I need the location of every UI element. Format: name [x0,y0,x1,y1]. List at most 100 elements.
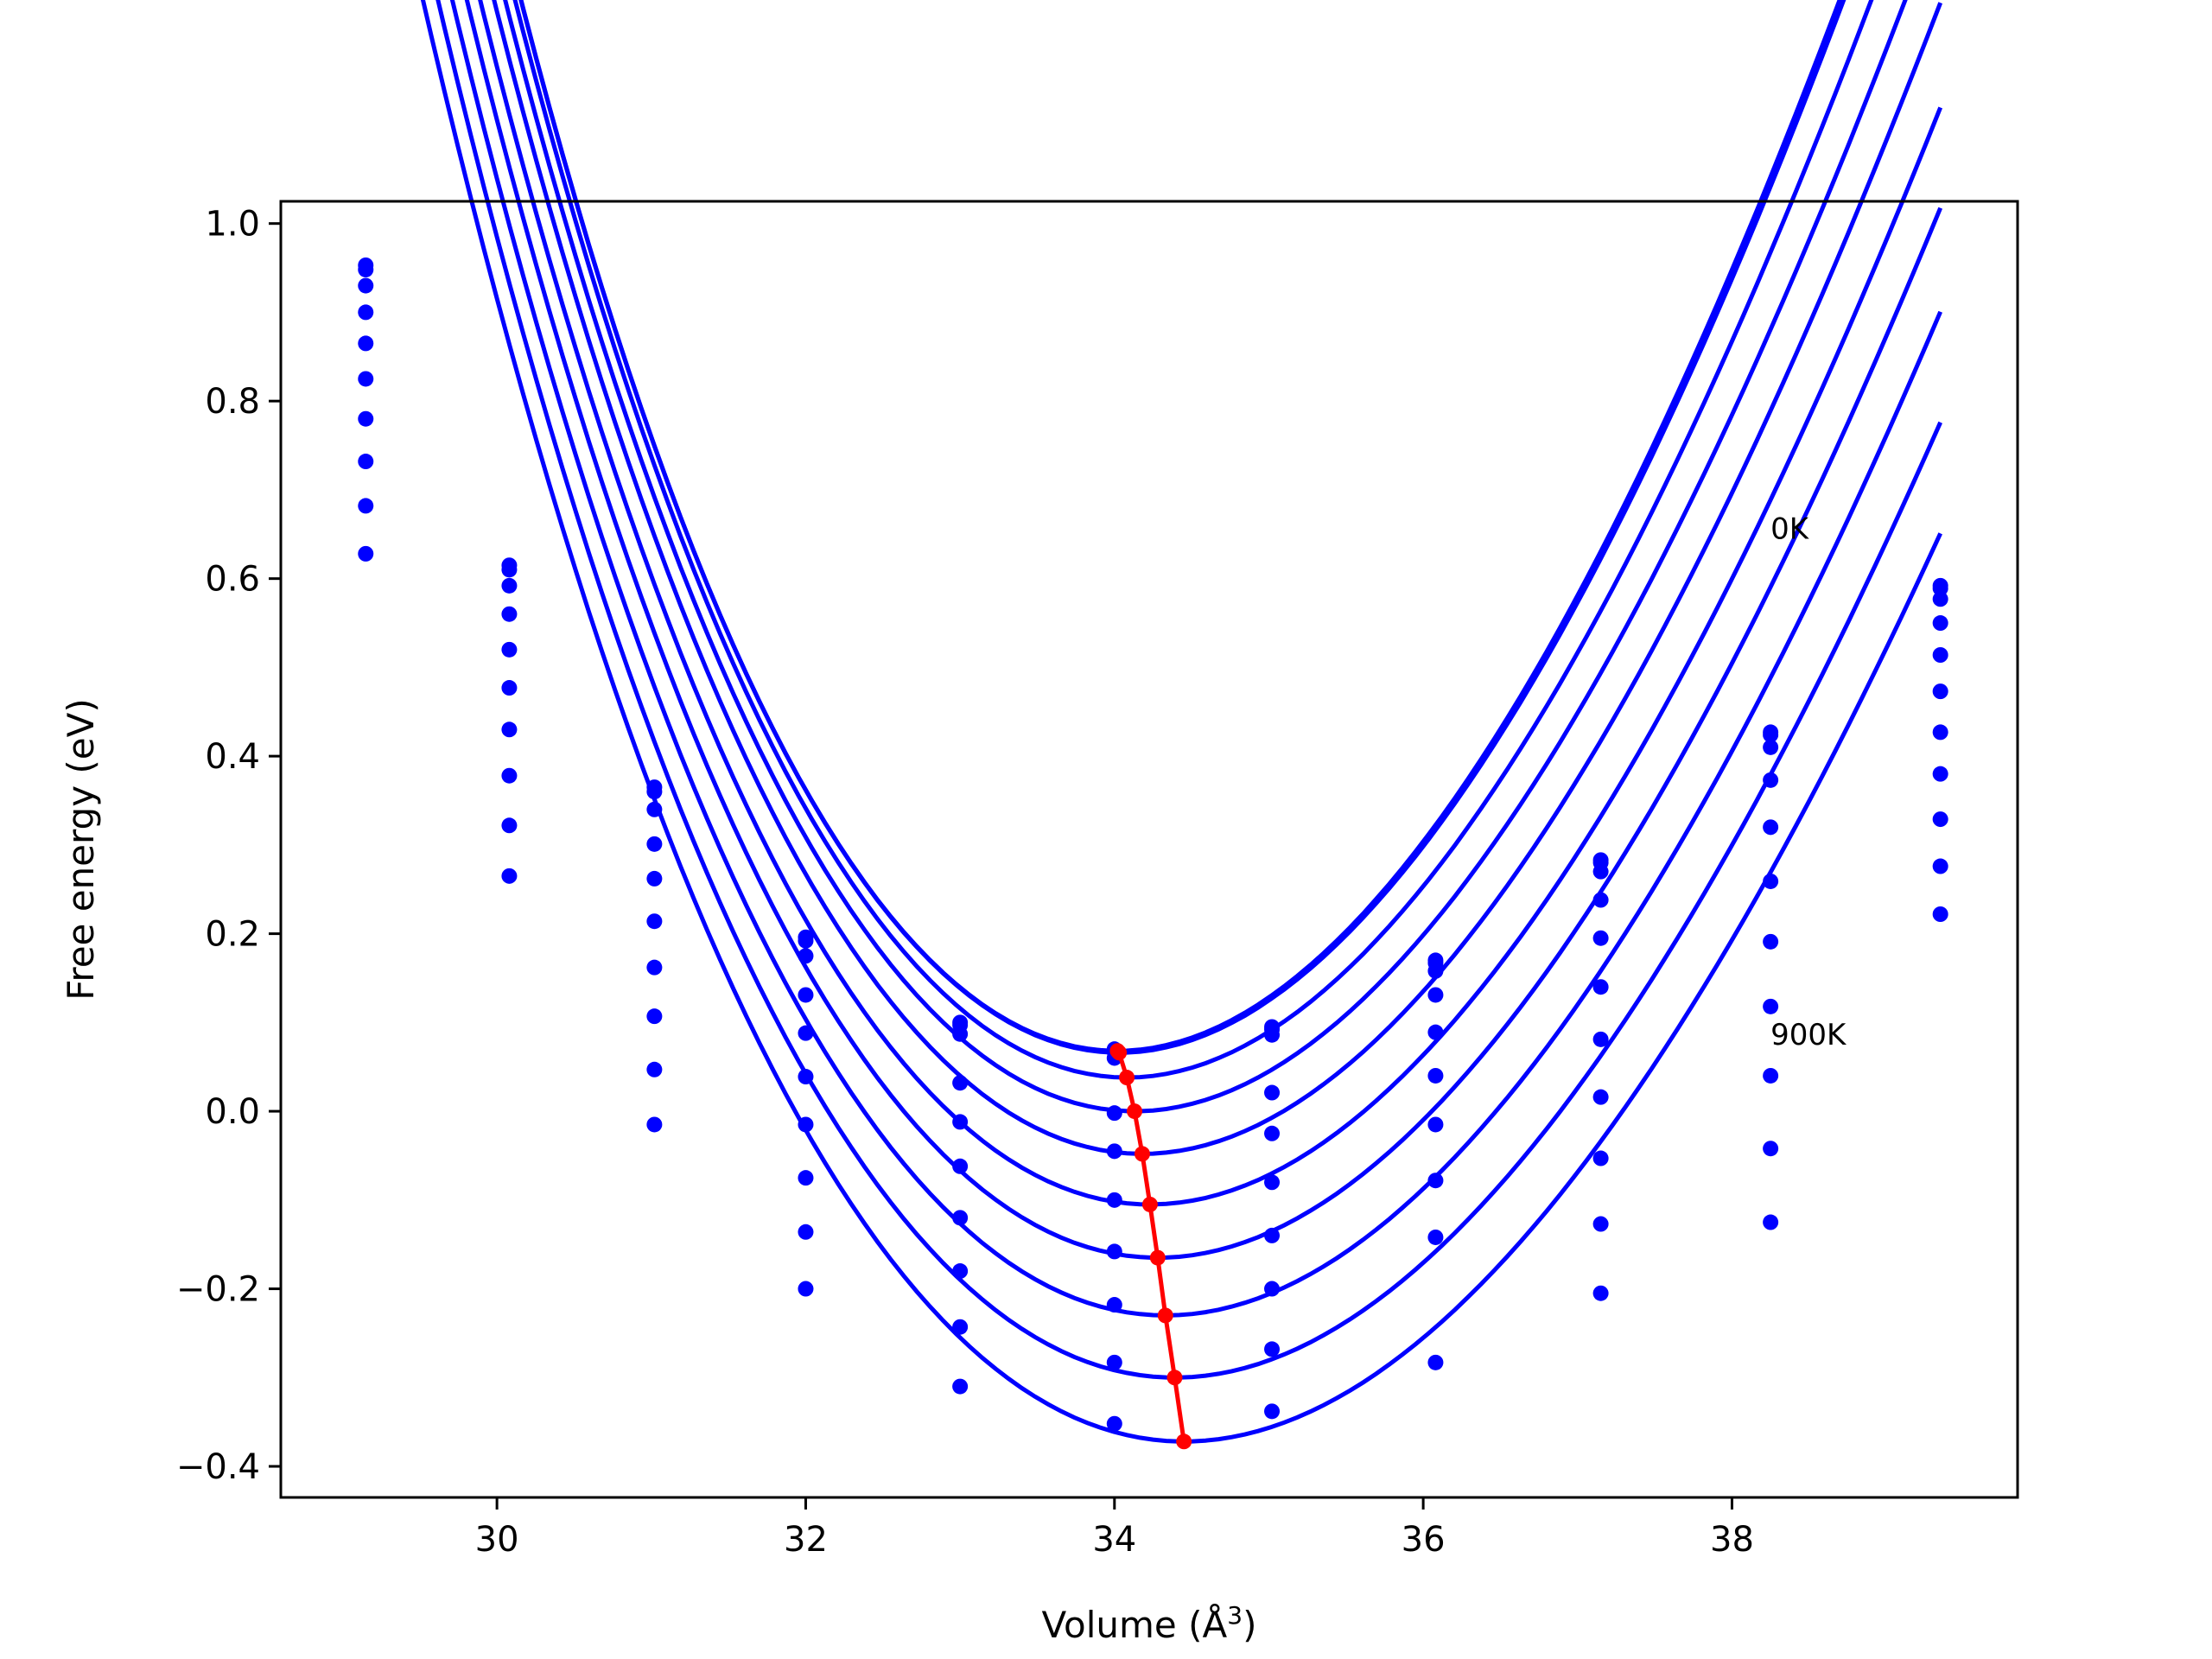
data-point-700K [1427,1173,1444,1189]
x-tick-label: 34 [1092,1520,1136,1560]
data-point-400K [1763,819,1779,836]
plot-frame [279,200,2019,1499]
data-point-600K [798,1116,814,1133]
data-point-600K [1106,1243,1122,1260]
x-tick-label: 32 [784,1520,828,1560]
data-point-900K [1763,1141,1779,1157]
y-tick-label: 0.0 [205,1092,260,1132]
data-point-300K [358,304,374,321]
fit-curve-200K [512,0,1874,1080]
data-point-300K [1106,1105,1122,1122]
data-point-500K [646,913,663,930]
y-tick-label: 1.0 [205,205,260,245]
data-point-100K [1763,727,1779,743]
data-point-700K [501,767,518,784]
data-point-900K [1427,1354,1444,1370]
data-point-100K [646,784,663,800]
data-point-300K [1592,892,1609,908]
temperature-annotation: 900K [1770,1018,1847,1052]
fit-curve-100K [518,0,1847,1055]
fit-curve-900K [420,0,1942,1444]
data-point-500K [1932,683,1948,700]
data-point-500K [1106,1192,1122,1208]
data-point-200K [1932,591,1948,607]
data-point-300K [646,836,663,852]
data-point-200K [952,1026,969,1042]
y-tick-label: 0.2 [205,915,260,955]
data-point-700K [1106,1297,1122,1313]
data-point-900K [1264,1403,1281,1420]
data-point-900K [646,1116,663,1133]
data-point-200K [501,577,518,594]
data-point-600K [358,410,374,427]
data-point-400K [501,641,518,658]
data-point-400K [1427,1024,1444,1040]
data-point-300K [798,987,814,1003]
data-point-700K [358,454,374,470]
data-point-500K [1264,1174,1281,1191]
data-point-600K [1427,1116,1444,1133]
data-point-100K [1932,580,1948,596]
fit-curve-400K [492,0,1943,1156]
minimum-point [1134,1146,1150,1162]
data-point-500K [501,680,518,696]
data-point-600K [1264,1227,1281,1243]
y-tick-label: −0.2 [176,1270,260,1310]
fit-curve-700K [449,0,1942,1318]
data-point-600K [1592,1031,1609,1047]
data-points [358,257,1948,1432]
data-point-700K [1763,998,1779,1014]
minimum-point [1111,1045,1128,1061]
data-point-400K [798,1025,814,1041]
data-point-300K [1264,1084,1281,1101]
data-point-900K [358,545,374,562]
data-point-800K [1427,1229,1444,1245]
data-point-100K [798,932,814,949]
data-point-600K [952,1210,969,1226]
data-point-800K [1106,1354,1122,1370]
data-point-100K [501,562,518,578]
data-point-200K [646,801,663,817]
data-point-200K [1592,863,1609,880]
data-point-900K [1106,1415,1122,1432]
data-point-500K [798,1069,814,1085]
data-point-600K [1763,933,1779,950]
fit-curve-300K [503,0,1908,1114]
data-point [1932,906,1948,922]
data-point-600K [501,721,518,738]
minimum-point [1119,1070,1135,1086]
data-point-700K [1264,1281,1281,1297]
data-point-400K [1932,647,1948,663]
data-point-200K [1264,1027,1281,1043]
data-point-200K [1763,739,1779,755]
annotations: 0K 900K [1770,512,1847,1052]
data-point-200K [1427,963,1444,979]
data-point-800K [1932,811,1948,828]
y-axis-label: Free energy (eV) [60,698,102,1001]
minimum-point [1157,1307,1173,1324]
minimum-line [1116,1049,1186,1442]
data-point-800K [1763,1067,1779,1084]
minimum-point [1149,1249,1166,1266]
data-point-900K [1592,1216,1609,1232]
data-point-200K [358,277,374,294]
data-point-800K [798,1224,814,1240]
data-point-800K [952,1319,969,1335]
y-tick-label: 0.6 [205,560,260,600]
y-axis-ticks: −0.4 −0.2 0.0 0.2 0.4 0.6 0.8 1.0 [176,205,281,1487]
data-point-200K [798,948,814,964]
data-point-800K [1264,1341,1281,1357]
data-point-800K [1592,1150,1609,1166]
data-point-800K [501,817,518,834]
data-point-900K [501,868,518,884]
minimum-path [1109,1043,1192,1450]
data-point-800K [646,1061,663,1077]
data-point-100K [358,262,374,278]
data-point-300K [1427,987,1444,1003]
data-point-400K [952,1114,969,1130]
data-point-600K [1932,724,1948,741]
fit-curve-800K [435,0,1942,1380]
data-point-500K [1427,1067,1444,1084]
data-point-400K [1592,930,1609,946]
